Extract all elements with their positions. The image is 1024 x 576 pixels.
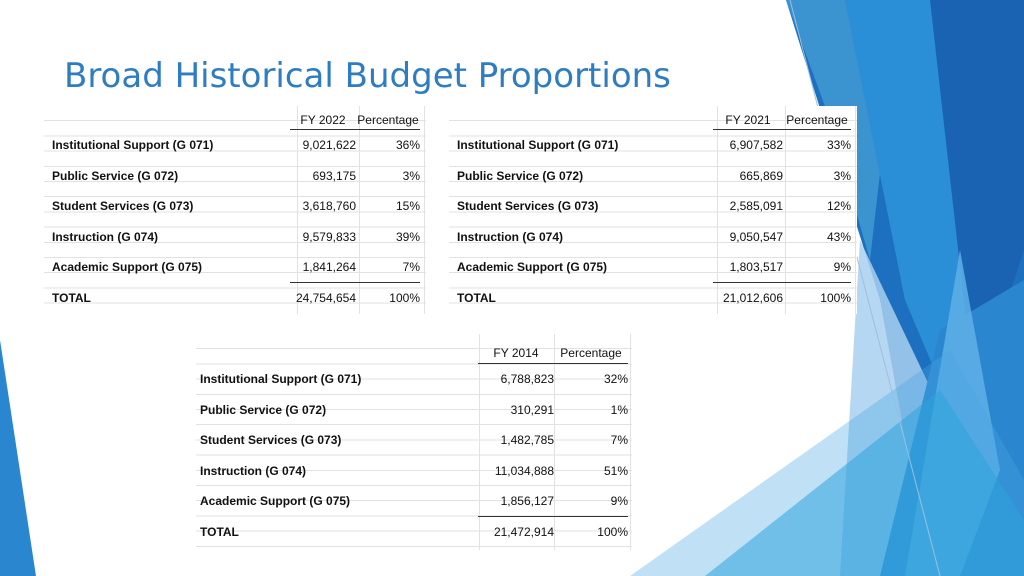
total-percentage: 100%: [820, 290, 851, 305]
row-label: Instruction (G 074): [457, 229, 564, 244]
row-amount: 9,021,622: [302, 138, 356, 153]
row-label: Instruction (G 074): [52, 229, 159, 244]
row-label: Student Services (G 073): [52, 199, 194, 214]
col-header-percentage: Percentage: [783, 110, 851, 130]
header-spacer: [457, 110, 713, 130]
row-label: Public Service (G 072): [52, 168, 179, 183]
col-header-year: FY 2021: [713, 110, 783, 130]
decor-facet: [0, 340, 36, 576]
row-label: Academic Support (G 075): [52, 260, 203, 275]
header-spacer: [52, 110, 290, 130]
col-header-percentage: Percentage: [356, 110, 420, 130]
col-header-year: FY 2022: [290, 110, 356, 130]
total-amount: 21,012,606: [722, 290, 783, 305]
row-percentage: 15%: [395, 199, 420, 214]
row-amount: 1,482,785: [500, 433, 554, 448]
page-title: Broad Historical Budget Proportions: [64, 56, 671, 96]
row-amount: 665,869: [739, 168, 783, 183]
fy2014-table: FY 2014 Percentage Institutional Support…: [200, 342, 628, 547]
row-percentage: 43%: [826, 229, 851, 244]
col-header-year: FY 2014: [478, 342, 554, 364]
row-percentage: 3%: [833, 168, 851, 183]
row-amount: 693,175: [312, 168, 356, 183]
row-percentage: 36%: [395, 138, 420, 153]
row-percentage: 7%: [610, 433, 628, 448]
row-percentage: 32%: [603, 372, 628, 387]
row-label: Institutional Support (G 071): [52, 138, 214, 153]
row-amount: 1,803,517: [713, 252, 783, 283]
row-label: Public Service (G 072): [200, 402, 327, 417]
row-percentage: 33%: [826, 138, 851, 153]
row-amount: 1,841,264: [290, 252, 356, 283]
row-percentage: 39%: [395, 229, 420, 244]
row-label: Academic Support (G 075): [200, 494, 351, 509]
row-percentage: 9%: [783, 252, 851, 283]
row-label: Student Services (G 073): [457, 199, 599, 214]
fy2022-table: FY 2022 Percentage Institutional Support…: [52, 110, 420, 313]
row-label: Instruction (G 074): [200, 463, 307, 478]
row-percentage: 3%: [402, 168, 420, 183]
row-label: Academic Support (G 075): [457, 260, 608, 275]
row-amount: 9,579,833: [302, 229, 356, 244]
header-spacer: [200, 342, 478, 364]
row-amount: 2,585,091: [729, 199, 783, 214]
total-label: TOTAL: [457, 290, 496, 305]
row-percentage: 7%: [356, 252, 420, 283]
total-amount: 24,754,654: [295, 290, 356, 305]
fy2021-sheet: FY 2021 Percentage Institutional Support…: [449, 106, 857, 314]
row-label: Institutional Support (G 071): [200, 372, 362, 387]
row-percentage: 1%: [610, 402, 628, 417]
decor-line: [789, 0, 941, 576]
row-percentage: 51%: [603, 463, 628, 478]
row-amount: 310,291: [510, 402, 554, 417]
row-amount: 3,618,760: [302, 199, 356, 214]
row-amount: 11,034,888: [494, 463, 554, 478]
row-label: Public Service (G 072): [457, 168, 584, 183]
row-percentage: 12%: [826, 199, 851, 214]
total-percentage: 100%: [389, 290, 420, 305]
row-amount: 9,050,547: [729, 229, 783, 244]
decor-facet: [705, 390, 1024, 576]
total-label: TOTAL: [200, 524, 239, 539]
col-header-percentage: Percentage: [554, 342, 628, 364]
fy2014-sheet: FY 2014 Percentage Institutional Support…: [196, 334, 632, 550]
total-label: TOTAL: [52, 290, 91, 305]
row-amount: 6,788,823: [500, 372, 554, 387]
total-percentage: 100%: [597, 524, 628, 539]
total-amount: 21,472,914: [493, 524, 554, 539]
row-amount: 6,907,582: [729, 138, 783, 153]
row-label: Student Services (G 073): [200, 433, 342, 448]
fy2022-sheet: FY 2022 Percentage Institutional Support…: [44, 106, 426, 314]
fy2021-table: FY 2021 Percentage Institutional Support…: [457, 110, 851, 313]
row-label: Institutional Support (G 071): [457, 138, 619, 153]
row-amount: 1,856,127: [478, 486, 554, 517]
row-percentage: 9%: [554, 486, 628, 517]
